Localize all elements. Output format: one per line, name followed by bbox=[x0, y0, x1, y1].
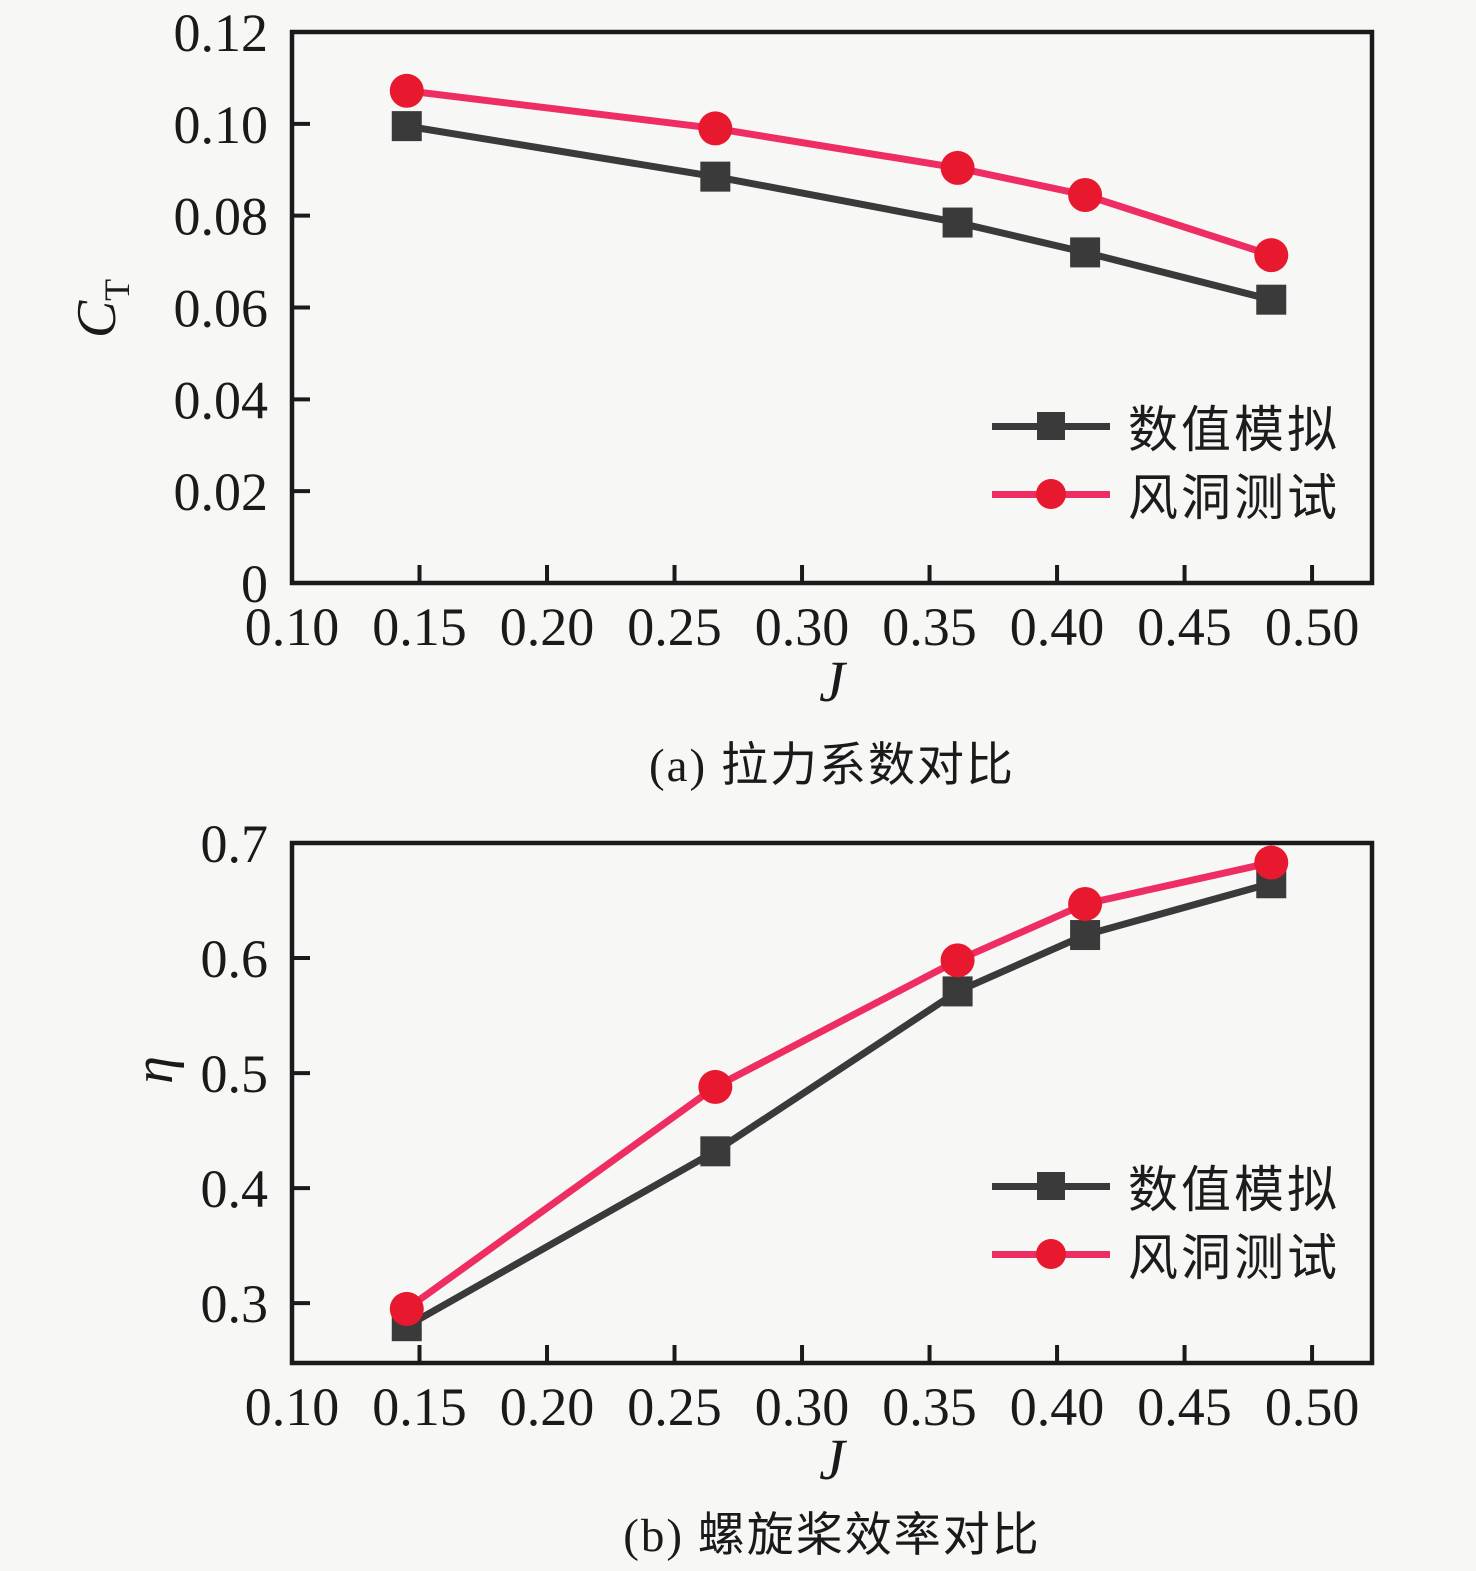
chart-b-y-axis-label: η bbox=[122, 1056, 186, 1084]
svg-text:0.10: 0.10 bbox=[174, 95, 269, 155]
chart-a-legend: 数值模拟 风洞测试 bbox=[992, 400, 1340, 526]
legend-item-simulation: 数值模拟 bbox=[992, 1160, 1340, 1218]
svg-text:0: 0 bbox=[241, 554, 268, 614]
chart-a-x-axis-label: J bbox=[819, 649, 845, 714]
legend-label-simulation: 数值模拟 bbox=[1128, 402, 1340, 458]
svg-text:0.10: 0.10 bbox=[245, 1377, 340, 1437]
svg-text:0.15: 0.15 bbox=[372, 1377, 467, 1437]
svg-text:0.30: 0.30 bbox=[755, 1377, 850, 1437]
svg-text:0.50: 0.50 bbox=[1265, 597, 1360, 657]
legend-label-wind-tunnel: 风洞测试 bbox=[1128, 1230, 1340, 1286]
legend-label-simulation: 数值模拟 bbox=[1128, 1162, 1340, 1218]
svg-text:0.45: 0.45 bbox=[1137, 597, 1232, 657]
simulation-line-marker-sample bbox=[992, 408, 1110, 444]
svg-text:0.20: 0.20 bbox=[500, 597, 595, 657]
legend-item-simulation: 数值模拟 bbox=[992, 400, 1340, 458]
svg-text:0.25: 0.25 bbox=[627, 1377, 722, 1437]
svg-text:0.5: 0.5 bbox=[201, 1044, 269, 1104]
svg-text:0.06: 0.06 bbox=[174, 279, 269, 339]
svg-text:0.50: 0.50 bbox=[1265, 1377, 1360, 1437]
svg-text:0.7: 0.7 bbox=[201, 814, 269, 874]
svg-text:0.35: 0.35 bbox=[882, 1377, 977, 1437]
wind-tunnel-line-marker-sample bbox=[992, 1236, 1110, 1272]
legend-item-wind-tunnel: 风洞测试 bbox=[992, 1228, 1340, 1286]
svg-text:0.08: 0.08 bbox=[174, 187, 269, 247]
chart-a-y-axis-subscript: T bbox=[97, 278, 138, 301]
svg-text:0.02: 0.02 bbox=[174, 462, 269, 522]
wind-tunnel-line-marker-sample bbox=[992, 476, 1110, 512]
svg-text:0.12: 0.12 bbox=[174, 3, 269, 63]
chart-b-x-axis-label: J bbox=[819, 1427, 845, 1492]
chart-a-y-axis-symbol: C bbox=[66, 300, 129, 339]
chart-a-y-axis-label: CT bbox=[65, 279, 138, 338]
svg-text:0.6: 0.6 bbox=[201, 929, 269, 989]
chart-b-caption: (b) 螺旋桨效率对比 bbox=[623, 1510, 1041, 1562]
svg-text:0.40: 0.40 bbox=[1010, 1377, 1105, 1437]
svg-text:0.3: 0.3 bbox=[201, 1274, 269, 1334]
chart-a-caption: (a) 拉力系数对比 bbox=[649, 740, 1015, 792]
svg-text:0.20: 0.20 bbox=[500, 1377, 595, 1437]
svg-text:0.4: 0.4 bbox=[201, 1159, 269, 1219]
svg-text:0.45: 0.45 bbox=[1137, 1377, 1232, 1437]
svg-text:0.35: 0.35 bbox=[882, 597, 977, 657]
svg-text:0.30: 0.30 bbox=[755, 597, 850, 657]
legend-label-wind-tunnel: 风洞测试 bbox=[1128, 470, 1340, 526]
svg-text:0.04: 0.04 bbox=[174, 370, 269, 430]
svg-text:0.10: 0.10 bbox=[245, 597, 340, 657]
legend-item-wind-tunnel: 风洞测试 bbox=[992, 468, 1340, 526]
chart-b-legend: 数值模拟 风洞测试 bbox=[992, 1160, 1340, 1286]
simulation-line-marker-sample bbox=[992, 1168, 1110, 1204]
svg-text:0.15: 0.15 bbox=[372, 597, 467, 657]
svg-text:0.25: 0.25 bbox=[627, 597, 722, 657]
chart-b-y-axis-symbol: η bbox=[122, 1056, 185, 1084]
svg-text:0.40: 0.40 bbox=[1010, 597, 1105, 657]
